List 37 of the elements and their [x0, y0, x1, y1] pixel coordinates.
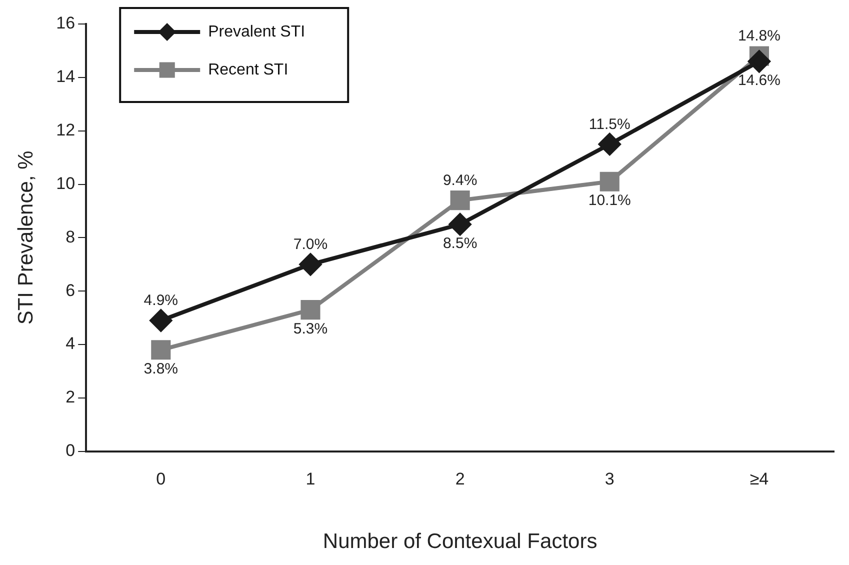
data-label: 14.6% [738, 72, 780, 90]
data-label: 8.5% [442, 234, 478, 252]
x-tick-label: 2 [455, 469, 465, 488]
y-tick-label: 10 [56, 174, 76, 193]
data-label: 11.5% [588, 116, 630, 133]
point [450, 190, 470, 210]
x-tick-label: 3 [604, 469, 614, 488]
data-label: 5.3% [293, 320, 328, 338]
point [150, 310, 172, 332]
y-tick-label: 2 [66, 388, 76, 407]
data-label: 4.9% [144, 292, 178, 310]
y-tick-label: 16 [56, 14, 76, 33]
legend-label: Prevalent STI [208, 23, 306, 40]
point [748, 50, 770, 72]
point [151, 340, 171, 360]
y-tick-label: 6 [66, 280, 76, 300]
data-label: 14.8% [738, 28, 780, 45]
legend-label: Recent STI [208, 61, 288, 78]
x-tick-label: 1 [306, 469, 316, 488]
x-tick-label: ≥4 [750, 469, 769, 488]
data-label: 7.0% [293, 236, 328, 254]
y-tick-label: 4 [66, 334, 76, 354]
y-tick-label: 8 [66, 227, 76, 246]
y-tick-label: 14 [56, 67, 76, 86]
y-tick-label: 0 [66, 441, 76, 460]
point [449, 213, 472, 236]
data-label: 10.1% [588, 192, 631, 210]
point [299, 253, 322, 276]
y-tick-label: 12 [56, 120, 76, 140]
data-label: 3.8% [144, 360, 178, 378]
x-axis-title: Number of Contexual Factors [322, 530, 598, 554]
point [300, 300, 320, 320]
x-tick-label: 0 [156, 469, 166, 488]
data-label: 9.4% [442, 172, 478, 189]
point [600, 172, 620, 192]
y-axis-title: STI Prevalence, % [14, 150, 38, 325]
point [598, 133, 621, 156]
